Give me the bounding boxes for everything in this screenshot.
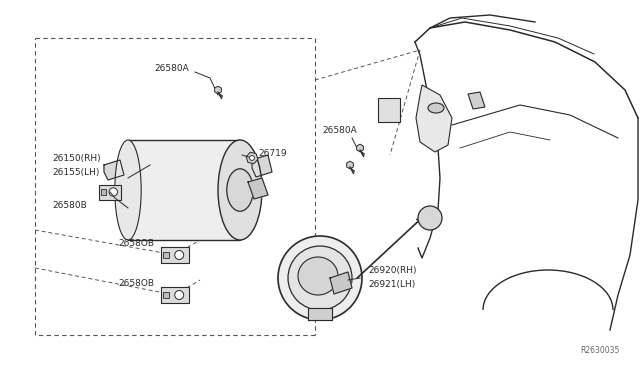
Text: 2658OB: 2658OB [118,279,154,288]
FancyBboxPatch shape [99,185,121,199]
Text: 26580A: 26580A [155,64,189,73]
FancyBboxPatch shape [100,189,106,195]
Ellipse shape [218,140,262,240]
Polygon shape [248,178,268,199]
Polygon shape [252,155,272,177]
Circle shape [250,155,255,160]
Text: 26155(LH): 26155(LH) [52,167,99,176]
Circle shape [288,246,352,310]
Circle shape [278,236,362,320]
FancyBboxPatch shape [378,98,400,122]
FancyBboxPatch shape [161,287,189,303]
Ellipse shape [115,140,141,240]
Text: R2630035: R2630035 [580,346,620,355]
Polygon shape [104,160,124,180]
Circle shape [418,206,442,230]
Polygon shape [468,92,485,109]
Polygon shape [308,308,332,320]
Text: 26150(RH): 26150(RH) [52,154,100,163]
FancyBboxPatch shape [161,247,189,263]
Text: 26921(LH): 26921(LH) [368,279,415,289]
Text: 26920(RH): 26920(RH) [368,266,417,275]
Text: 2658OB: 2658OB [118,238,154,247]
Text: 26719: 26719 [258,148,287,157]
Circle shape [109,188,118,196]
Text: 26580A: 26580A [322,125,356,135]
Polygon shape [416,85,452,152]
Polygon shape [330,272,352,294]
Text: 26580B: 26580B [52,201,87,209]
Circle shape [175,291,184,299]
FancyBboxPatch shape [163,292,170,298]
Circle shape [175,250,184,260]
Ellipse shape [298,257,338,295]
Ellipse shape [428,103,444,113]
FancyBboxPatch shape [163,252,170,258]
Ellipse shape [227,169,253,211]
FancyBboxPatch shape [128,140,240,240]
